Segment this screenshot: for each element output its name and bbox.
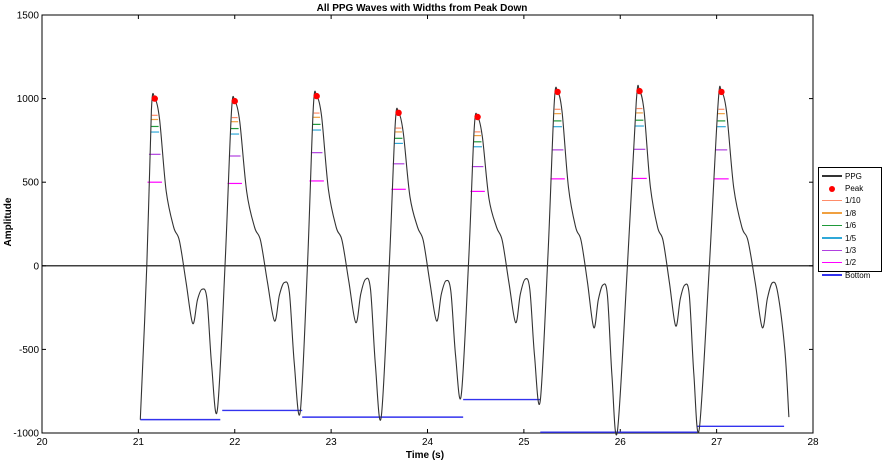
x-tick-label: 23 bbox=[326, 437, 338, 448]
peak-marker bbox=[554, 88, 561, 96]
legend-item: 1/3 bbox=[819, 244, 881, 256]
y-tick-label: -1000 bbox=[13, 429, 39, 440]
legend-symbol bbox=[819, 220, 845, 232]
legend-symbol bbox=[819, 232, 845, 244]
legend-item: 1/2 bbox=[819, 257, 881, 269]
legend-label: 1/3 bbox=[845, 246, 857, 256]
x-tick-label: 22 bbox=[229, 437, 241, 448]
legend-item: 1/8 bbox=[819, 207, 881, 219]
legend-item: 1/6 bbox=[819, 220, 881, 232]
x-tick-label: 24 bbox=[422, 437, 434, 448]
y-tick-label: 1000 bbox=[17, 94, 40, 105]
x-tick-label: 28 bbox=[807, 437, 819, 448]
legend-label: 1/2 bbox=[845, 258, 857, 268]
peak-marker bbox=[313, 92, 320, 100]
legend-label: 1/5 bbox=[845, 233, 857, 243]
x-tick-label: 20 bbox=[36, 437, 48, 448]
peak-marker bbox=[474, 113, 481, 121]
peak-marker bbox=[231, 97, 238, 105]
y-tick-label: 500 bbox=[22, 178, 39, 189]
legend-label: Peak bbox=[845, 184, 864, 194]
legend-symbol bbox=[819, 183, 845, 195]
x-tick-label: 21 bbox=[133, 437, 145, 448]
legend-item: 1/5 bbox=[819, 232, 881, 244]
x-axis-label: Time (s) bbox=[406, 450, 444, 461]
chart-title: All PPG Waves with Widths from Peak Down bbox=[317, 3, 528, 14]
legend-symbol bbox=[819, 170, 845, 182]
legend-label: 1/8 bbox=[845, 208, 857, 218]
plot-area: 20 21 22 23 24 25 26 27 28 -1000 -500 0 500 1000 1500 bbox=[13, 11, 819, 449]
y-tick-label: 1500 bbox=[17, 11, 40, 22]
peak-marker bbox=[718, 88, 725, 96]
legend-item: PPG bbox=[819, 170, 881, 182]
ppg-series-line bbox=[139, 84, 790, 436]
peak-marker bbox=[395, 109, 402, 117]
legend-item: 1/10 bbox=[819, 195, 881, 207]
axes-box bbox=[41, 14, 814, 434]
peak-marker bbox=[636, 87, 643, 95]
y-tick-label: 0 bbox=[33, 261, 39, 272]
legend-item: Peak bbox=[819, 182, 881, 194]
legend-symbol bbox=[819, 195, 845, 207]
legend-label: 1/10 bbox=[845, 196, 861, 206]
legend: PPG Peak 1/10 1/8 1/6 1/5 1/3 1/2 Bottom bbox=[818, 167, 882, 280]
legend-label: PPG bbox=[845, 171, 862, 181]
legend-item: Bottom bbox=[819, 269, 881, 281]
legend-symbol bbox=[819, 245, 845, 257]
x-tick-label: 27 bbox=[711, 437, 723, 448]
y-tick-label: -500 bbox=[19, 345, 39, 356]
legend-label: 1/6 bbox=[845, 221, 857, 231]
legend-symbol bbox=[819, 257, 845, 269]
legend-symbol bbox=[819, 269, 845, 281]
x-tick-label: 25 bbox=[518, 437, 530, 448]
x-tick-label: 26 bbox=[615, 437, 627, 448]
legend-label: Bottom bbox=[845, 270, 871, 280]
y-axis-label: Amplitude bbox=[3, 197, 14, 246]
legend-symbol bbox=[819, 207, 845, 219]
peak-marker bbox=[151, 95, 158, 102]
